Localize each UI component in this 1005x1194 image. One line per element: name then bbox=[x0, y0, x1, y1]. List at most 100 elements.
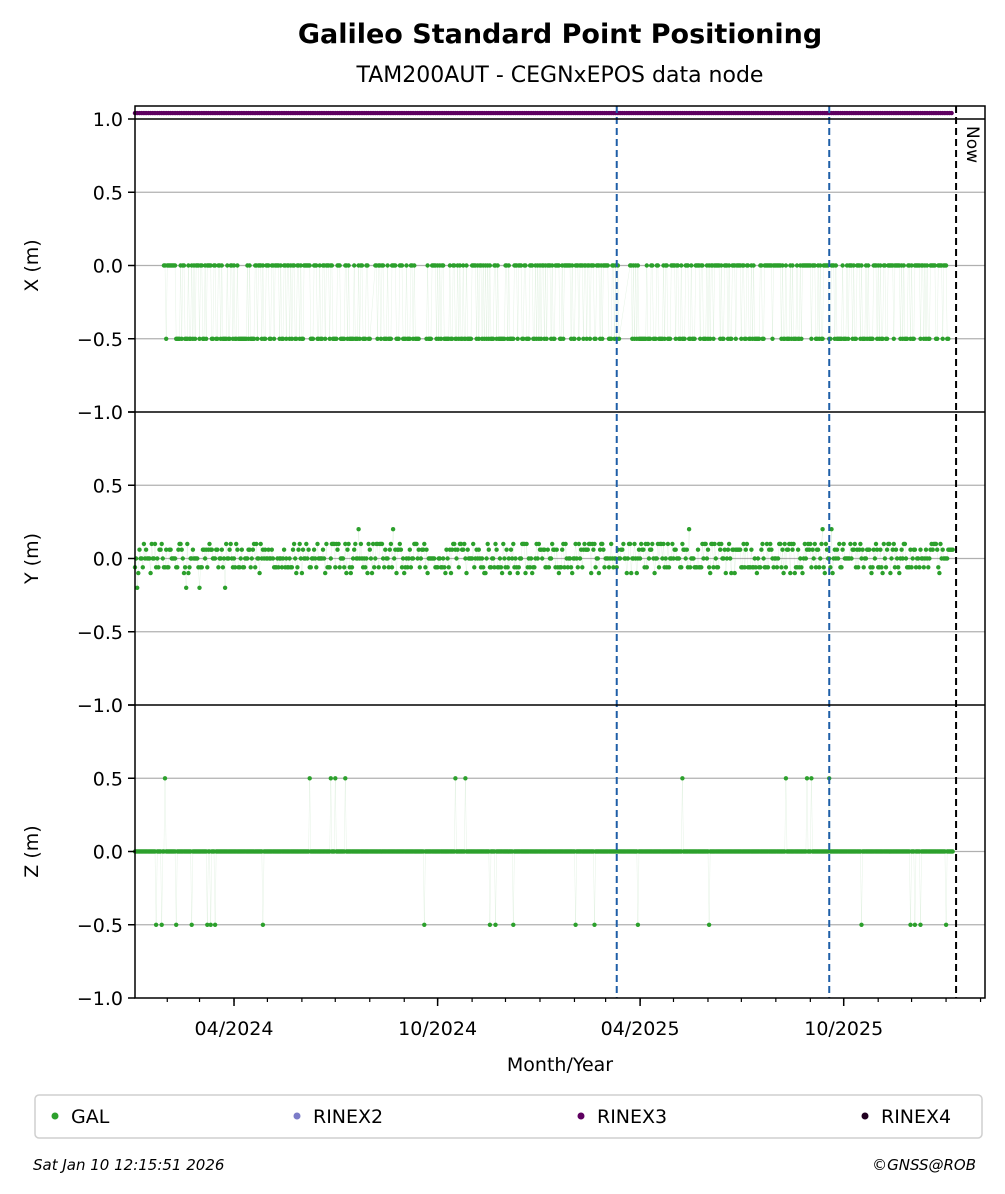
gal-point bbox=[523, 570, 528, 576]
gal-point bbox=[306, 547, 311, 552]
gal-point bbox=[390, 527, 396, 532]
gal-point bbox=[879, 565, 884, 570]
gal-point bbox=[596, 570, 602, 576]
gal-point bbox=[210, 336, 216, 341]
gal-point bbox=[561, 336, 566, 341]
gal-point bbox=[913, 565, 919, 570]
gal-point bbox=[745, 263, 751, 268]
gal-point bbox=[219, 547, 224, 552]
gal-point bbox=[625, 556, 631, 561]
gal-point bbox=[284, 336, 289, 341]
gal-point bbox=[222, 585, 228, 590]
gal-point bbox=[176, 547, 181, 552]
gal-point bbox=[298, 556, 303, 561]
gal-point bbox=[829, 527, 834, 532]
gal-point bbox=[556, 570, 562, 576]
gal-point bbox=[367, 336, 372, 341]
gal-point bbox=[507, 570, 513, 576]
gal-point bbox=[636, 547, 642, 552]
gal-point bbox=[441, 263, 446, 268]
gal-point bbox=[376, 565, 381, 570]
gal-point bbox=[289, 336, 295, 341]
gal-point bbox=[464, 570, 469, 576]
gal-point bbox=[715, 565, 721, 570]
gal-point bbox=[247, 263, 252, 268]
gal-point bbox=[247, 547, 252, 552]
y-axis-label: Y (m) bbox=[21, 533, 43, 585]
gal-point bbox=[822, 570, 827, 576]
gal-point bbox=[901, 263, 906, 268]
gal-point bbox=[363, 336, 368, 341]
gal-point bbox=[729, 570, 734, 576]
gal-point bbox=[400, 556, 406, 561]
gal-point bbox=[940, 547, 945, 552]
gal-point bbox=[871, 547, 876, 552]
gal-point bbox=[281, 547, 287, 552]
gal-point bbox=[350, 556, 356, 561]
gal-point bbox=[494, 547, 499, 552]
gal-point bbox=[759, 547, 764, 552]
gal-point bbox=[343, 776, 348, 781]
gal-point bbox=[833, 263, 839, 268]
gal-point bbox=[481, 565, 486, 570]
gal-point bbox=[464, 263, 469, 268]
gal-point bbox=[151, 556, 157, 561]
gal-point bbox=[921, 565, 926, 570]
gal-point bbox=[175, 565, 180, 570]
gal-point bbox=[437, 556, 442, 561]
gal-point bbox=[417, 565, 422, 570]
gal-point bbox=[656, 565, 662, 570]
gal-point bbox=[799, 565, 804, 570]
gal-point bbox=[550, 541, 555, 547]
gal-point bbox=[182, 565, 188, 570]
gal-point bbox=[263, 547, 268, 552]
gal-point bbox=[215, 336, 220, 341]
gal-point bbox=[783, 263, 789, 268]
gal-point bbox=[412, 263, 417, 268]
gal-point bbox=[449, 547, 455, 552]
gal-point bbox=[444, 547, 449, 552]
gal-point bbox=[689, 263, 694, 268]
gal-point bbox=[873, 541, 879, 547]
gal-point bbox=[523, 263, 528, 268]
gal-point bbox=[771, 565, 776, 570]
x-tick-label: 04/2024 bbox=[195, 1018, 274, 1040]
gal-point bbox=[662, 336, 667, 341]
gal-point bbox=[851, 263, 856, 268]
gal-point bbox=[644, 565, 649, 570]
gal-point bbox=[423, 565, 428, 570]
gal-point bbox=[830, 570, 835, 576]
gal-point bbox=[706, 565, 712, 570]
gal-point bbox=[502, 556, 507, 561]
legend-label: RINEX3 bbox=[597, 1106, 667, 1128]
gal-point bbox=[606, 565, 612, 570]
gal-point bbox=[565, 565, 570, 570]
gal-point bbox=[807, 547, 812, 552]
gal-point bbox=[670, 541, 675, 547]
gal-point bbox=[609, 541, 614, 547]
gal-point bbox=[219, 263, 224, 268]
gal-point bbox=[172, 556, 178, 561]
gal-point bbox=[950, 547, 955, 552]
gal-point bbox=[917, 565, 922, 570]
gal-point bbox=[511, 922, 516, 927]
gal-point bbox=[592, 541, 597, 547]
gal-point bbox=[846, 336, 851, 341]
gal-point bbox=[679, 565, 684, 570]
gal-point bbox=[627, 541, 633, 547]
gal-point bbox=[688, 565, 693, 570]
gal-point bbox=[815, 547, 821, 552]
gal-point bbox=[168, 547, 173, 552]
gal-point bbox=[353, 541, 358, 547]
gal-point bbox=[558, 565, 564, 570]
plot-area: Now 1.0 0.5 0.0 −0.5 −1.0 X (m) 0.5 0.0 −0.5 −1.0 Y… bbox=[21, 105, 986, 1040]
gal-point bbox=[893, 547, 899, 552]
gal-point bbox=[317, 263, 322, 268]
gal-point bbox=[290, 547, 296, 552]
gal-point bbox=[346, 541, 351, 547]
legend-frame bbox=[34, 1094, 983, 1139]
gal-point bbox=[155, 556, 160, 561]
y-tick-label: −1.0 bbox=[77, 695, 123, 717]
gal-point bbox=[414, 541, 419, 547]
gal-point bbox=[393, 263, 398, 268]
